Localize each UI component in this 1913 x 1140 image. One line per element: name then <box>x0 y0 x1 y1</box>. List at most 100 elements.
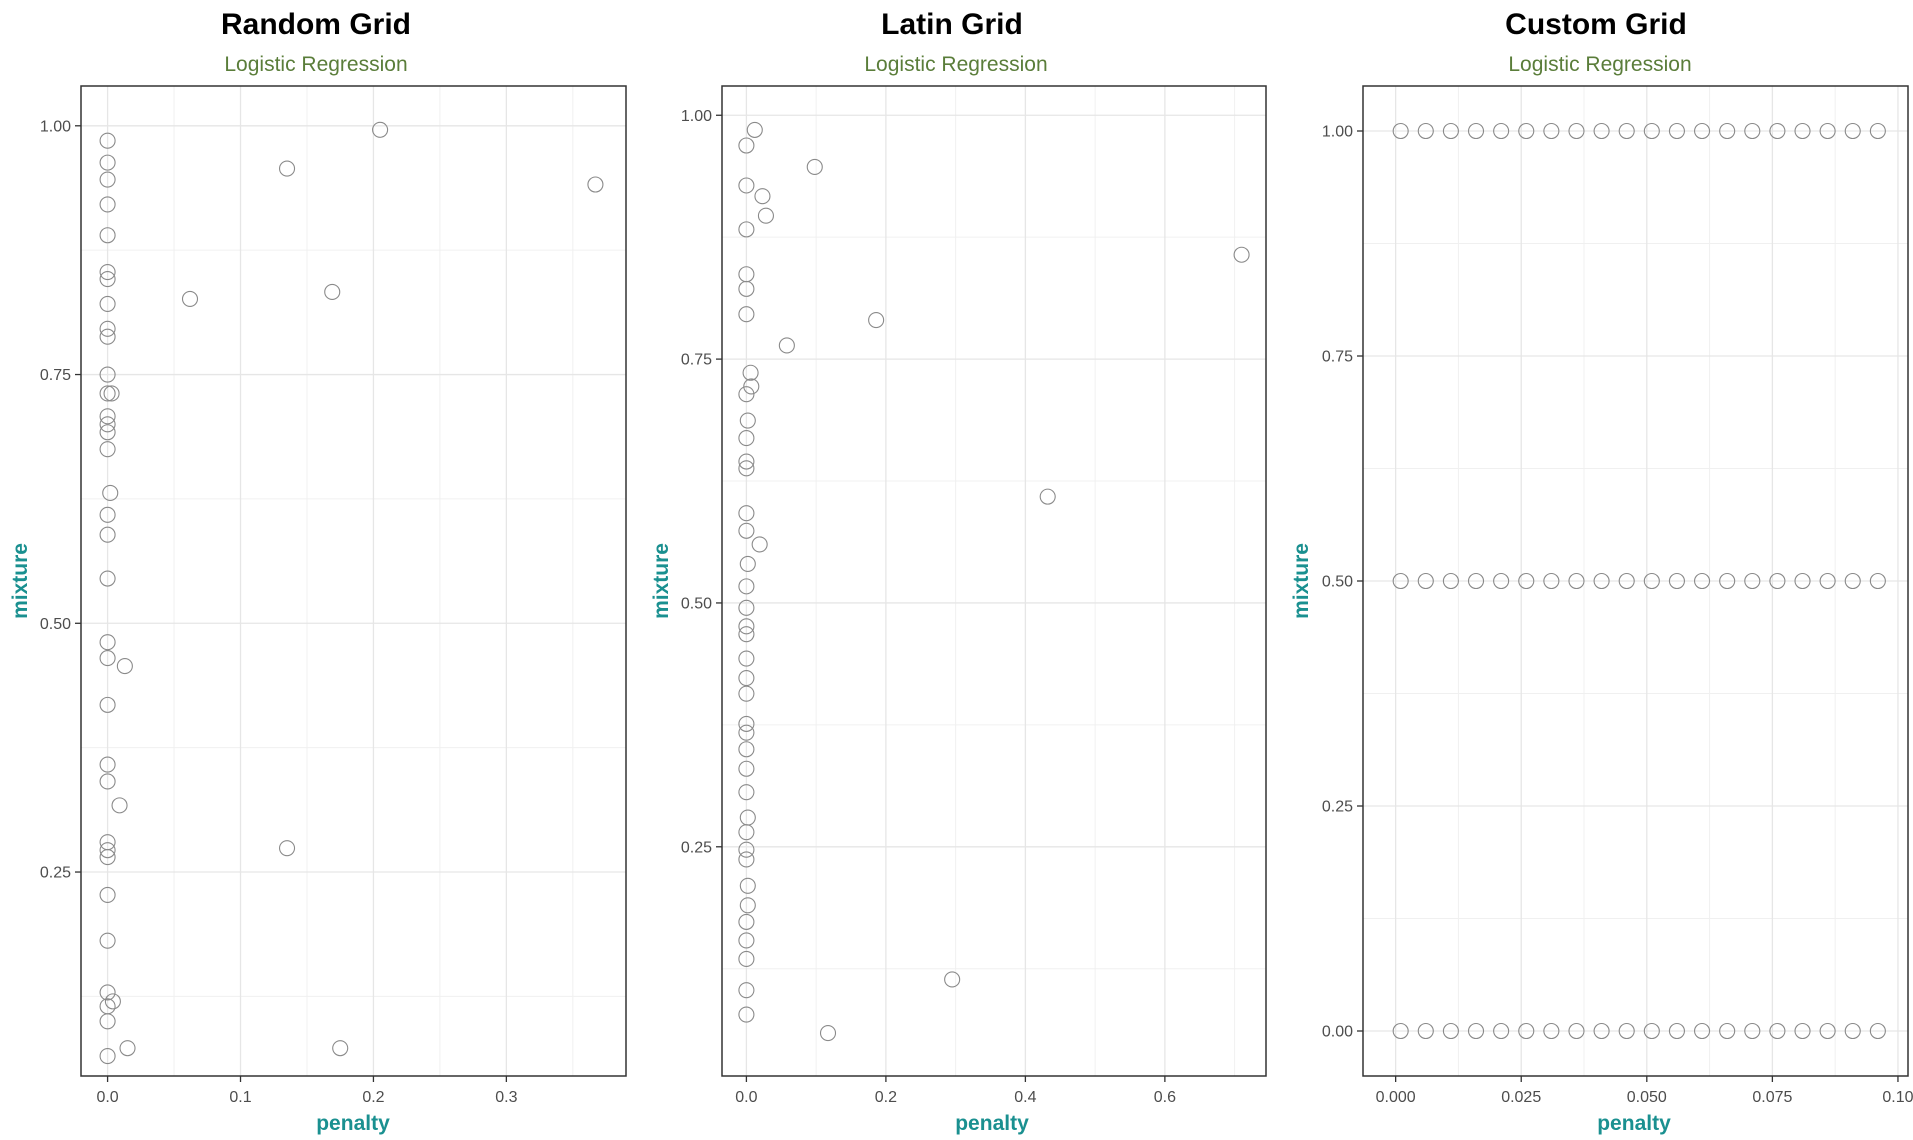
data-point <box>738 1006 755 1023</box>
data-point <box>99 424 116 441</box>
data-point <box>738 386 755 403</box>
grid <box>81 86 626 1076</box>
x-axis-title: penalty <box>316 1112 390 1135</box>
data-point <box>1694 572 1711 590</box>
data-point <box>1794 572 1811 590</box>
data-point <box>1744 1022 1761 1040</box>
data-point <box>738 280 755 297</box>
chart-subtitle: Logistic Regression <box>1508 53 1691 76</box>
data-point <box>1668 572 1685 590</box>
x-tick-label: 0.0 <box>96 1089 118 1106</box>
data-point <box>1668 122 1685 140</box>
data-point <box>738 522 755 539</box>
x-tick-label: 0.6 <box>1154 1089 1176 1106</box>
data-point <box>1493 1022 1510 1040</box>
y-tick-label: 0.25 <box>40 865 71 882</box>
data-point <box>181 290 199 307</box>
data-point <box>751 536 768 553</box>
data-point <box>99 132 116 149</box>
data-point <box>99 320 116 337</box>
data-point <box>99 526 116 543</box>
data-point <box>1392 122 1409 140</box>
data-point <box>99 154 116 171</box>
data-points <box>1392 122 1886 1040</box>
data-point <box>738 824 755 841</box>
data-point <box>1643 572 1660 590</box>
data-point <box>1844 1022 1861 1040</box>
chart-title: Random Grid <box>221 8 411 41</box>
data-point <box>278 160 296 177</box>
grid <box>1363 86 1908 1076</box>
data-point <box>99 634 116 651</box>
data-point <box>1518 122 1535 140</box>
data-point <box>102 484 119 501</box>
data-point <box>1819 122 1836 140</box>
y-tick-label: 0.50 <box>681 595 712 612</box>
x-tick-label: 0.075 <box>1752 1089 1792 1106</box>
data-point <box>99 1013 116 1030</box>
data-point <box>1794 1022 1811 1040</box>
axis-ticks: 0.0 0.2 0.4 0.6 0.25 0.50 0.75 1.00 <box>681 108 1176 1106</box>
plot-frame <box>721 85 1267 1077</box>
data-point <box>806 158 823 176</box>
x-tick-label: 0.3 <box>495 1089 517 1106</box>
data-point <box>332 1040 349 1057</box>
data-point <box>778 337 795 354</box>
data-point <box>99 886 116 903</box>
data-point <box>324 283 341 301</box>
data-point <box>99 366 116 383</box>
data-point <box>739 877 756 894</box>
data-point <box>738 599 755 616</box>
x-tick-label: 0.10 <box>1882 1089 1913 1106</box>
data-point <box>1844 572 1861 590</box>
data-point <box>1467 1022 1485 1040</box>
data-point <box>1643 1022 1660 1040</box>
data-point <box>1694 122 1711 140</box>
data-point <box>742 364 759 381</box>
data-point <box>1568 122 1585 140</box>
data-point <box>738 306 755 323</box>
panel-latin-grid: Latin Grid Logistic Regression 0.0 0.2 0.4… <box>650 8 1267 1135</box>
x-axis-title: penalty <box>1597 1112 1671 1135</box>
data-point <box>1467 122 1485 140</box>
y-tick-label: 0.75 <box>40 367 71 384</box>
data-point <box>1039 488 1056 505</box>
data-point <box>1593 122 1610 140</box>
data-point <box>1442 572 1459 590</box>
axis-ticks: 0.000 0.025 0.050 0.075 0.10 0.00 0.25 0.50 0.75… <box>1322 124 1913 1107</box>
data-point <box>99 416 116 433</box>
data-point <box>738 715 755 732</box>
data-point <box>1543 122 1560 140</box>
data-point <box>944 971 961 988</box>
data-point <box>738 841 755 858</box>
data-point <box>819 1025 837 1042</box>
data-point <box>738 221 755 238</box>
data-point <box>1493 122 1510 140</box>
data-point <box>99 441 116 458</box>
data-point <box>868 312 885 329</box>
y-tick-label: 0.25 <box>681 839 712 856</box>
data-point <box>99 842 116 859</box>
panel-custom-grid: Custom Grid Logistic Regression 0.000 0.0… <box>1290 8 1913 1135</box>
data-point <box>1568 1022 1585 1040</box>
data-point <box>743 378 760 395</box>
data-point <box>1844 122 1861 140</box>
data-point <box>739 897 756 914</box>
data-point <box>116 658 133 675</box>
data-point <box>738 137 755 154</box>
data-point <box>1593 572 1610 590</box>
data-point <box>738 618 755 635</box>
data-point <box>278 840 296 857</box>
data-point <box>1233 246 1250 263</box>
y-tick-label: 1.00 <box>1322 124 1353 141</box>
chart-title: Latin Grid <box>881 8 1023 41</box>
data-point <box>587 176 604 193</box>
data-point <box>1493 572 1510 590</box>
data-point <box>738 685 755 702</box>
data-point <box>1819 572 1836 590</box>
chart-title: Custom Grid <box>1505 8 1687 41</box>
data-point <box>1794 122 1811 140</box>
data-point <box>738 784 755 801</box>
data-point <box>1392 572 1409 590</box>
data-point <box>99 227 116 244</box>
